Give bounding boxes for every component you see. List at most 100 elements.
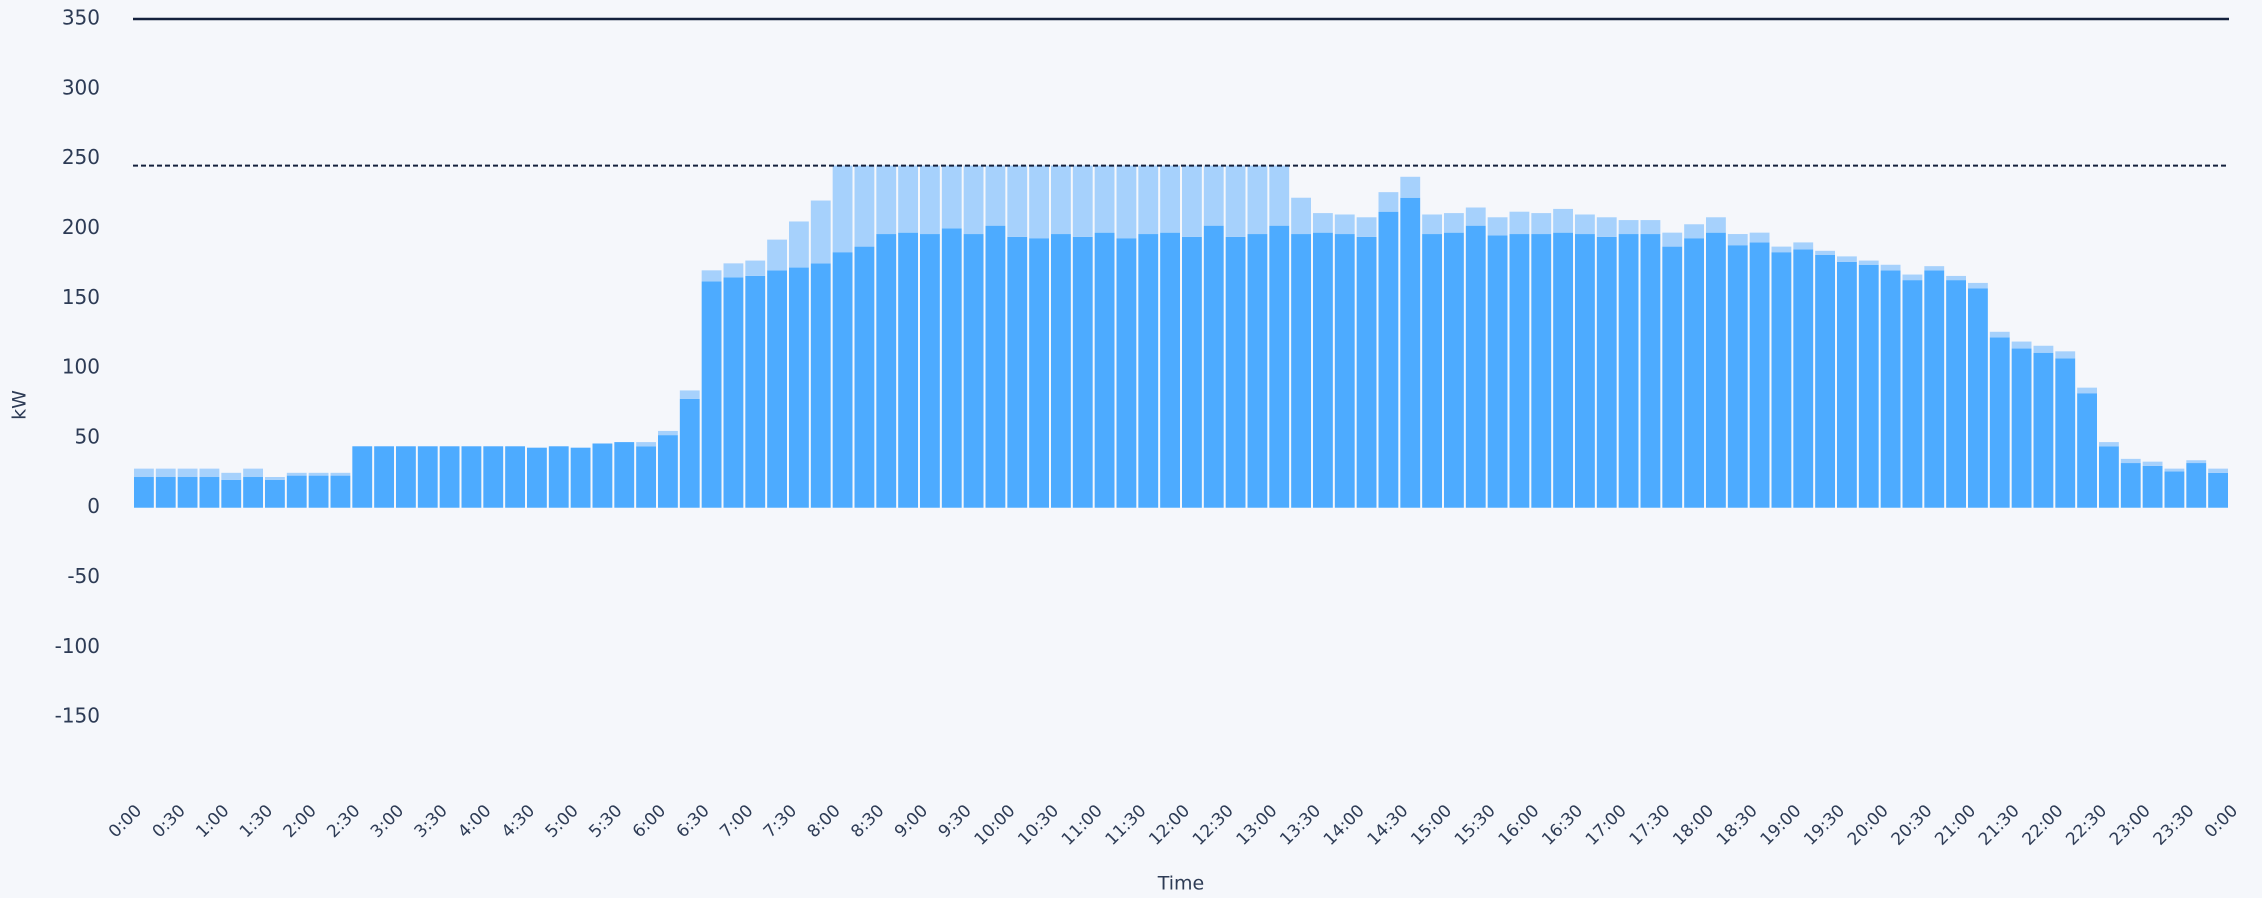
bar-segment: [920, 234, 940, 508]
bar-segment: [548, 446, 569, 508]
bar-segment: [1182, 165, 1202, 237]
y-tick-label: 150: [62, 285, 100, 309]
bar-segment: [1007, 236, 1028, 508]
bar-segment: [1465, 207, 1486, 226]
bar-segment: [1771, 246, 1792, 253]
bar-segment: [1422, 214, 1442, 235]
y-tick-label: 50: [75, 424, 100, 448]
bar-segment: [1465, 225, 1486, 508]
bar-segment: [1968, 288, 1988, 508]
bar-segment: [1378, 192, 1399, 212]
bar-segment: [1640, 234, 1661, 508]
bar-segment: [134, 477, 154, 508]
bar-segment: [1749, 232, 1770, 243]
bar-segment: [1706, 232, 1726, 508]
bar-segment: [134, 468, 154, 478]
bar-segment: [1203, 225, 1224, 508]
bar-segment: [1444, 232, 1464, 508]
bar-segment: [658, 430, 678, 436]
bar-segment: [1269, 225, 1290, 508]
bar-segment: [1902, 280, 1923, 508]
y-tick-label: 0: [87, 494, 100, 518]
bar-segment: [2011, 348, 2032, 508]
bar-segment: [745, 275, 766, 508]
bar-segment: [1487, 235, 1508, 508]
bar-segment: [2164, 468, 2185, 472]
bar-segment: [1727, 234, 1748, 246]
bar-segment: [1225, 236, 1246, 508]
bar-segment: [2099, 442, 2119, 447]
bar-segment: [789, 267, 809, 508]
bar-segment: [1029, 165, 1049, 239]
bar-segment: [243, 477, 263, 508]
bar-segment: [1946, 275, 1966, 281]
bar-segment: [1924, 266, 1945, 271]
bar-segment: [177, 468, 198, 478]
bar-segment: [1815, 254, 1835, 508]
y-tick-label: 350: [62, 6, 100, 30]
bar-segment: [1946, 280, 1966, 508]
bar-segment: [1596, 217, 1617, 237]
bar-segment: [2142, 461, 2163, 466]
bar-segment: [1291, 197, 1311, 235]
bar-segment: [1094, 165, 1115, 233]
bar-segment: [1291, 234, 1311, 508]
bar-segment: [941, 228, 962, 508]
bar-segment: [1138, 165, 1159, 235]
bar-segment: [199, 477, 220, 508]
bar-segment: [2077, 393, 2097, 508]
bar-segment: [701, 281, 722, 508]
bar-segment: [1902, 274, 1923, 281]
y-tick-label: 100: [62, 355, 100, 379]
bar-segment: [963, 165, 984, 235]
bar-segment: [155, 477, 176, 508]
bar-segment: [876, 234, 897, 508]
bar-segment: [876, 165, 897, 235]
bar-segment: [505, 446, 525, 508]
bar-segment: [810, 263, 831, 508]
bar-segment: [1269, 165, 1290, 226]
bar-segment: [854, 246, 875, 508]
bar-segment: [832, 252, 853, 508]
y-axis-label: kW: [9, 390, 31, 420]
bar-segment: [199, 468, 220, 478]
bar-segment: [2164, 471, 2185, 508]
bar-segment: [1924, 270, 1945, 508]
bar-segment: [286, 472, 307, 476]
bar-segment: [1596, 236, 1617, 508]
bar-segment: [614, 442, 635, 508]
bar-segment: [1837, 261, 1857, 508]
bar-segment: [767, 239, 787, 271]
bar-segment: [985, 225, 1006, 508]
bar-segment: [1531, 213, 1552, 235]
bar-segment: [1051, 165, 1071, 235]
bar-segment: [723, 277, 744, 508]
bar-segment: [1618, 234, 1639, 508]
bar-segment: [265, 477, 285, 480]
bar-segment: [636, 446, 656, 508]
bar-segment: [417, 446, 438, 508]
bar-segment: [2011, 341, 2032, 349]
bar-segment: [1815, 250, 1835, 255]
bar-segment: [810, 200, 831, 264]
bar-segment: [854, 165, 875, 247]
bar-segment: [941, 165, 962, 229]
bar-segment: [1880, 270, 1901, 508]
bar-segment: [2055, 351, 2076, 359]
bar-segment: [461, 446, 482, 508]
bar-segment: [1771, 252, 1792, 508]
bar-segment: [1400, 176, 1421, 198]
bar-segment: [679, 390, 700, 399]
bar-segment: [745, 260, 766, 276]
bar-segment: [1989, 337, 2010, 508]
y-tick-label: 300: [62, 75, 100, 99]
bar-segment: [1378, 211, 1399, 508]
bar-segment: [1203, 165, 1224, 226]
bar-segment: [2033, 352, 2054, 508]
bar-segment: [636, 442, 656, 447]
bar-segment: [1138, 234, 1159, 508]
bar-segment: [1356, 217, 1377, 237]
bar-segment: [1727, 245, 1748, 508]
bar-segment: [1749, 242, 1770, 508]
bar-segment: [1684, 238, 1704, 508]
